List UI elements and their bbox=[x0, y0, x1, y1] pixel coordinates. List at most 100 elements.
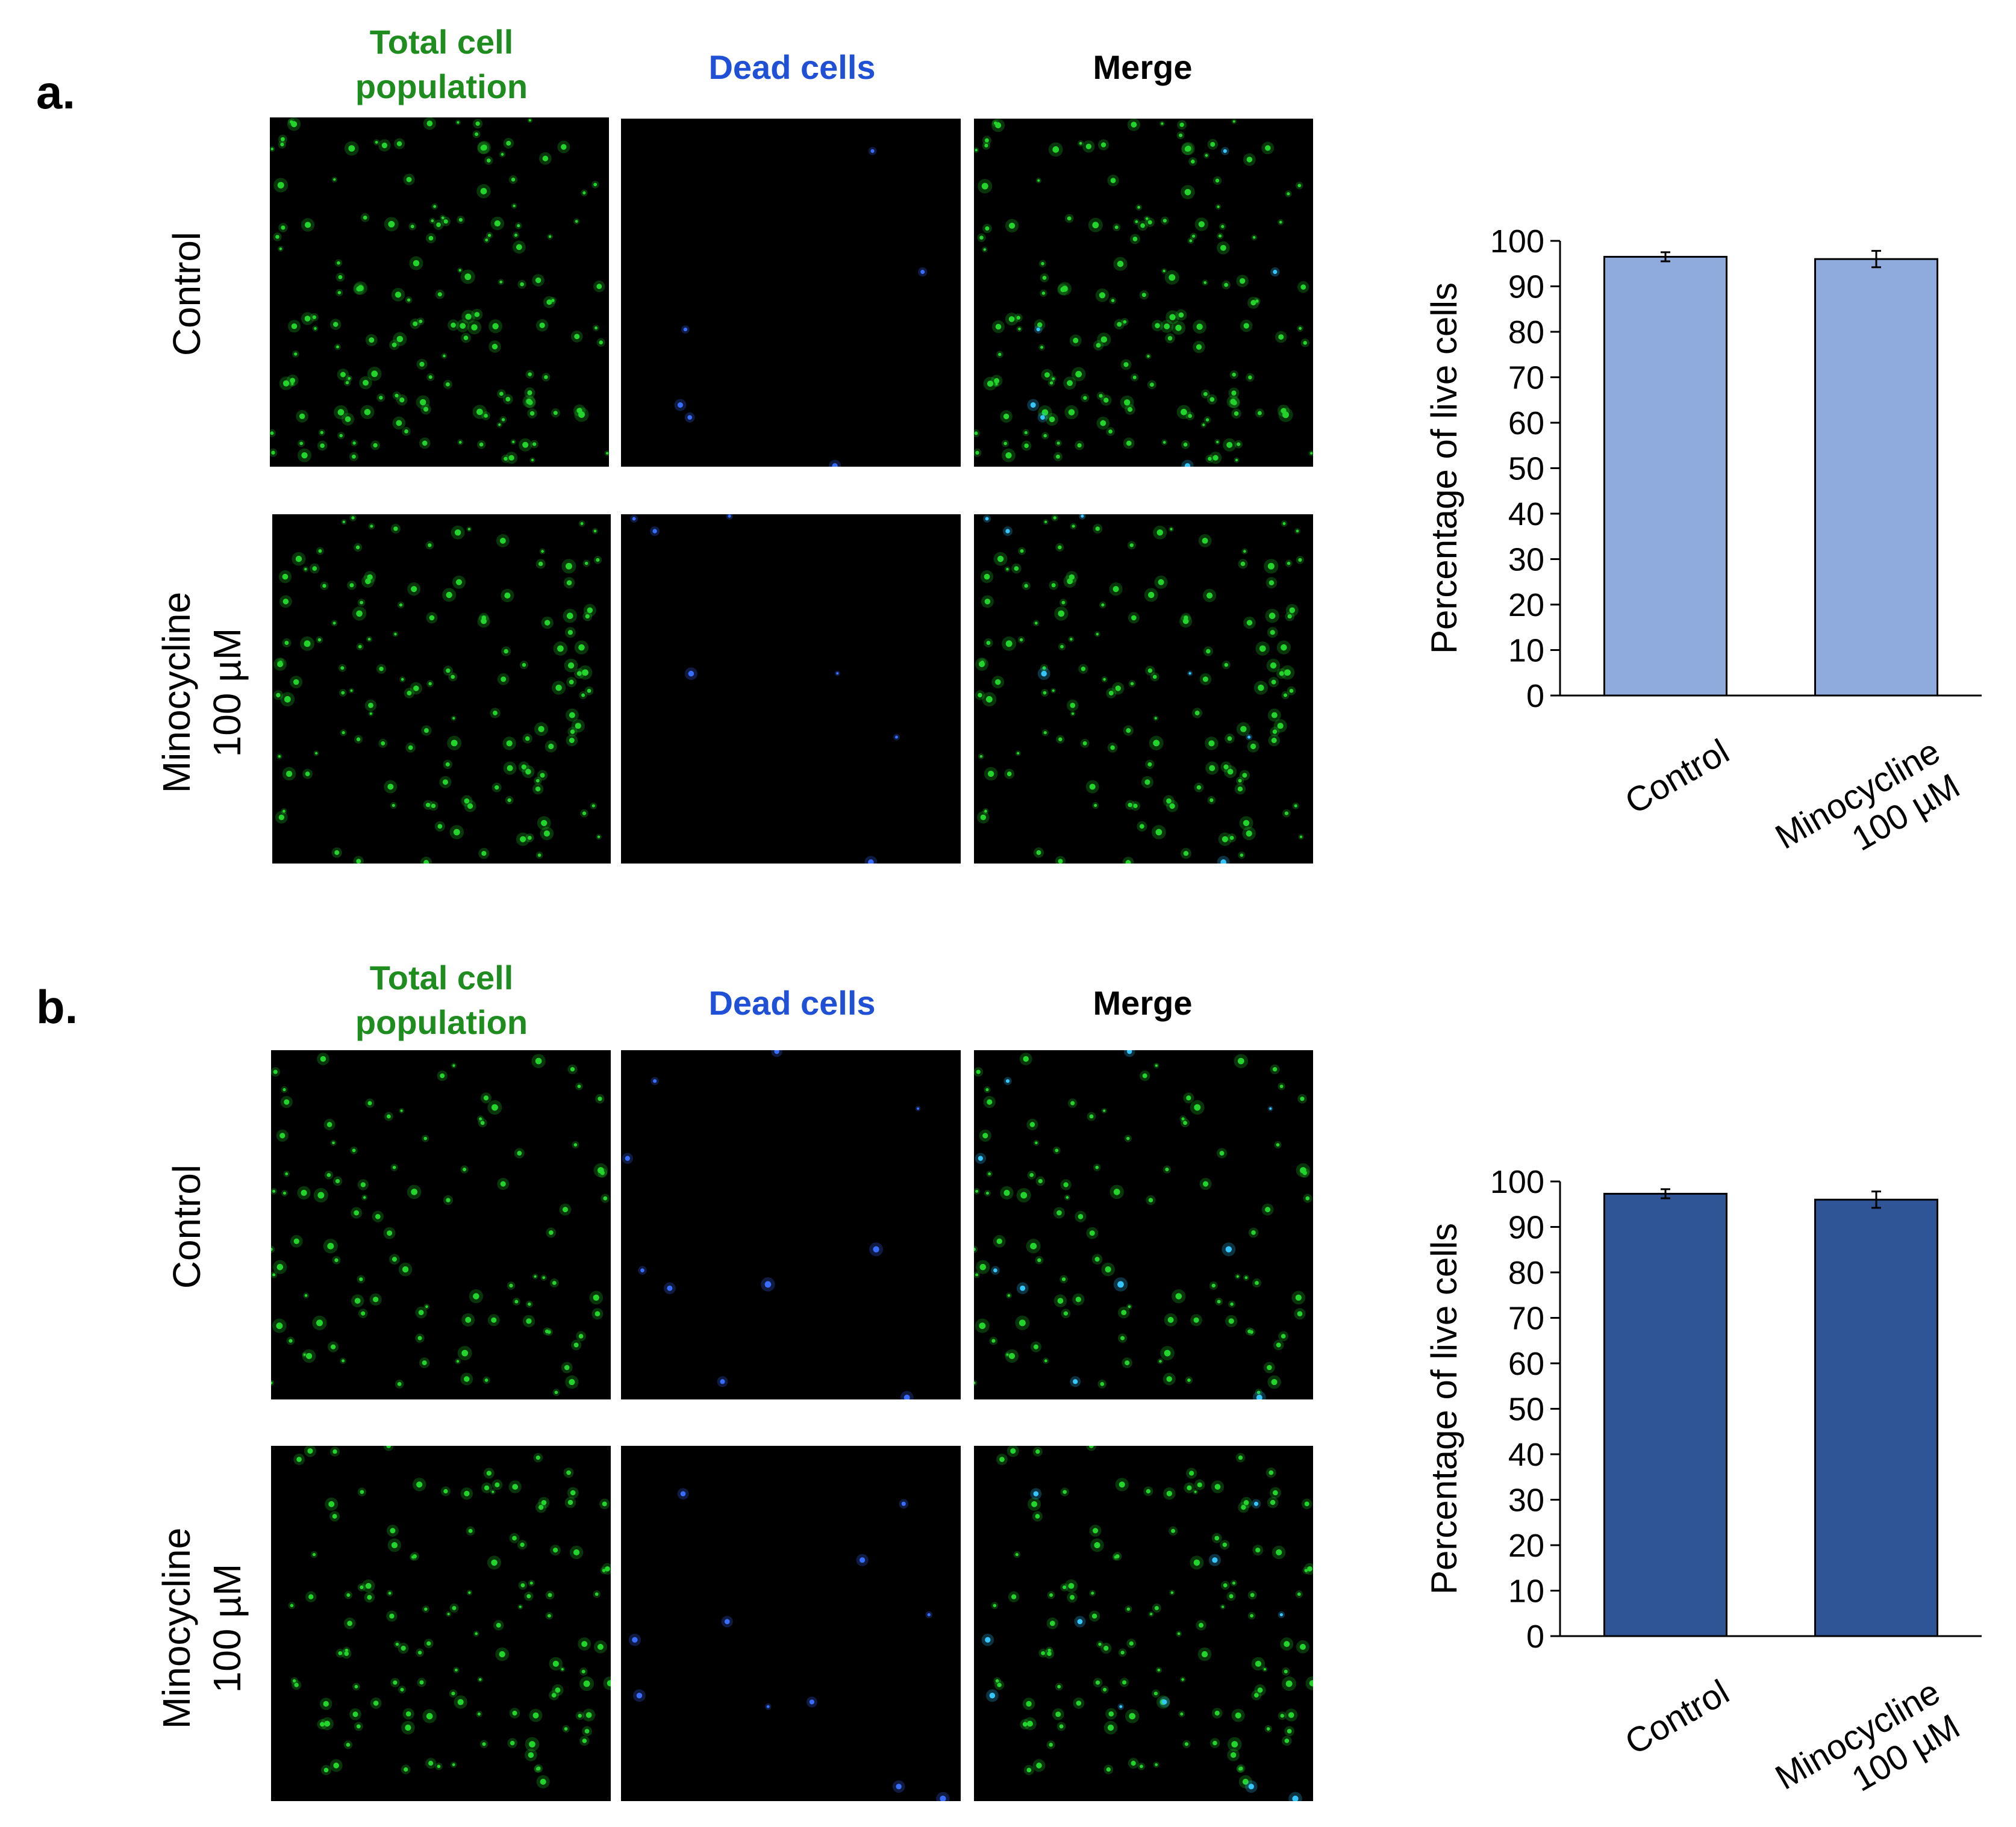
cell-dot bbox=[859, 1557, 866, 1563]
cell-dot bbox=[1269, 1107, 1272, 1110]
cell-dot bbox=[396, 141, 402, 146]
cell-dot bbox=[1297, 1592, 1301, 1596]
cell-dot bbox=[282, 1191, 286, 1195]
cell-dot bbox=[1103, 1109, 1106, 1112]
cell-dot bbox=[351, 516, 355, 520]
cell-dot bbox=[417, 1336, 422, 1340]
cell-dot bbox=[1271, 679, 1276, 685]
cell-dot bbox=[1243, 820, 1250, 826]
cell-dot bbox=[519, 1605, 522, 1608]
cell-dot bbox=[548, 743, 554, 750]
cell-dot bbox=[1169, 314, 1176, 320]
cell-dot bbox=[294, 352, 298, 356]
cell-dot bbox=[511, 177, 516, 182]
cell-dot bbox=[1125, 860, 1131, 864]
cell-dot bbox=[1194, 711, 1200, 715]
row-label-line: Control bbox=[165, 1164, 208, 1289]
cell-dot bbox=[1284, 669, 1291, 676]
cell-dot bbox=[567, 630, 573, 635]
cell-dot bbox=[1095, 526, 1100, 531]
cell-dot bbox=[1128, 406, 1133, 412]
cell-dot bbox=[535, 1767, 540, 1771]
cell-dot bbox=[1279, 1613, 1283, 1617]
cell-dot bbox=[316, 1319, 323, 1327]
cell-dot bbox=[1036, 327, 1040, 332]
cell-dot bbox=[338, 1651, 343, 1655]
cell-dot bbox=[1304, 1569, 1308, 1572]
cell-dot bbox=[677, 402, 683, 408]
cell-dot bbox=[978, 693, 982, 698]
cell-dot bbox=[1139, 824, 1144, 829]
column-header-total-line2: population bbox=[355, 1003, 528, 1041]
cell-dot bbox=[1186, 1095, 1191, 1101]
cell-dot bbox=[428, 1761, 434, 1766]
cell-dot bbox=[1196, 344, 1202, 350]
cell-dot bbox=[555, 684, 562, 691]
column-header-total: Total cell population bbox=[273, 956, 610, 1045]
cell-dot bbox=[1255, 1660, 1262, 1667]
cell-dot bbox=[365, 1583, 372, 1589]
cell-dot bbox=[500, 1181, 506, 1187]
cell-dot bbox=[1129, 543, 1134, 547]
cell-dot bbox=[282, 1088, 286, 1092]
cell-dot bbox=[483, 1095, 489, 1101]
cell-dot bbox=[575, 220, 578, 223]
cell-dot bbox=[564, 1365, 570, 1371]
cell-dot bbox=[360, 1585, 364, 1590]
cell-dot bbox=[540, 1778, 546, 1785]
cell-dot bbox=[1297, 184, 1302, 187]
cell-dot bbox=[1223, 149, 1227, 153]
cell-dot bbox=[334, 1258, 339, 1262]
cell-dot bbox=[917, 1107, 920, 1110]
cell-dot bbox=[1103, 677, 1106, 681]
column-header-total-line1: Total cell bbox=[369, 959, 514, 997]
cell-dot bbox=[1270, 630, 1275, 635]
cell-dot bbox=[504, 592, 511, 599]
cell-dot bbox=[1206, 592, 1213, 599]
cell-dot bbox=[482, 1742, 486, 1746]
cell-dot bbox=[1187, 1378, 1191, 1382]
cell-dot bbox=[554, 1390, 558, 1395]
cell-dot bbox=[553, 1548, 558, 1553]
cell-dot bbox=[407, 691, 412, 696]
cell-dot bbox=[870, 149, 875, 153]
cell-dot bbox=[526, 398, 532, 405]
cell-dot bbox=[507, 765, 513, 771]
cell-dot bbox=[1271, 1379, 1278, 1386]
cell-dot bbox=[304, 640, 311, 647]
cell-dot bbox=[1105, 1266, 1111, 1273]
cell-dot bbox=[576, 671, 582, 676]
cell-dot bbox=[602, 1501, 607, 1507]
cell-dot bbox=[529, 411, 535, 416]
cell-dot bbox=[1284, 1738, 1290, 1743]
cell-dot bbox=[1248, 1784, 1255, 1790]
cell-dot bbox=[1270, 1499, 1276, 1505]
cell-dot bbox=[526, 1318, 532, 1324]
cell-dot bbox=[451, 322, 456, 328]
cell-dot bbox=[1247, 735, 1251, 739]
cell-dot bbox=[1161, 122, 1164, 125]
cell-dot bbox=[683, 327, 688, 332]
cell-dot bbox=[632, 517, 636, 521]
cell-dot bbox=[574, 334, 580, 340]
cell-dot bbox=[276, 1322, 283, 1330]
cell-dot bbox=[1119, 1705, 1123, 1708]
cell-dot bbox=[437, 292, 442, 297]
micrograph-image bbox=[622, 1050, 921, 1399]
cell-dot bbox=[975, 149, 978, 152]
cell-dot bbox=[994, 679, 1001, 685]
cell-dot bbox=[537, 853, 541, 857]
cell-dot bbox=[541, 550, 544, 553]
cell-dot bbox=[528, 372, 532, 376]
cell-dot bbox=[525, 736, 530, 741]
cell-dot bbox=[553, 411, 558, 416]
cell-dot bbox=[585, 1712, 592, 1718]
cell-dot bbox=[509, 1283, 513, 1288]
cell-dot bbox=[575, 723, 581, 729]
cell-dot bbox=[1036, 1763, 1042, 1769]
cell-dot bbox=[1149, 382, 1154, 387]
cell-dot bbox=[275, 235, 279, 239]
cell-dot bbox=[1257, 1687, 1263, 1693]
cell-dot bbox=[356, 286, 361, 292]
cell-dot bbox=[426, 1641, 431, 1646]
